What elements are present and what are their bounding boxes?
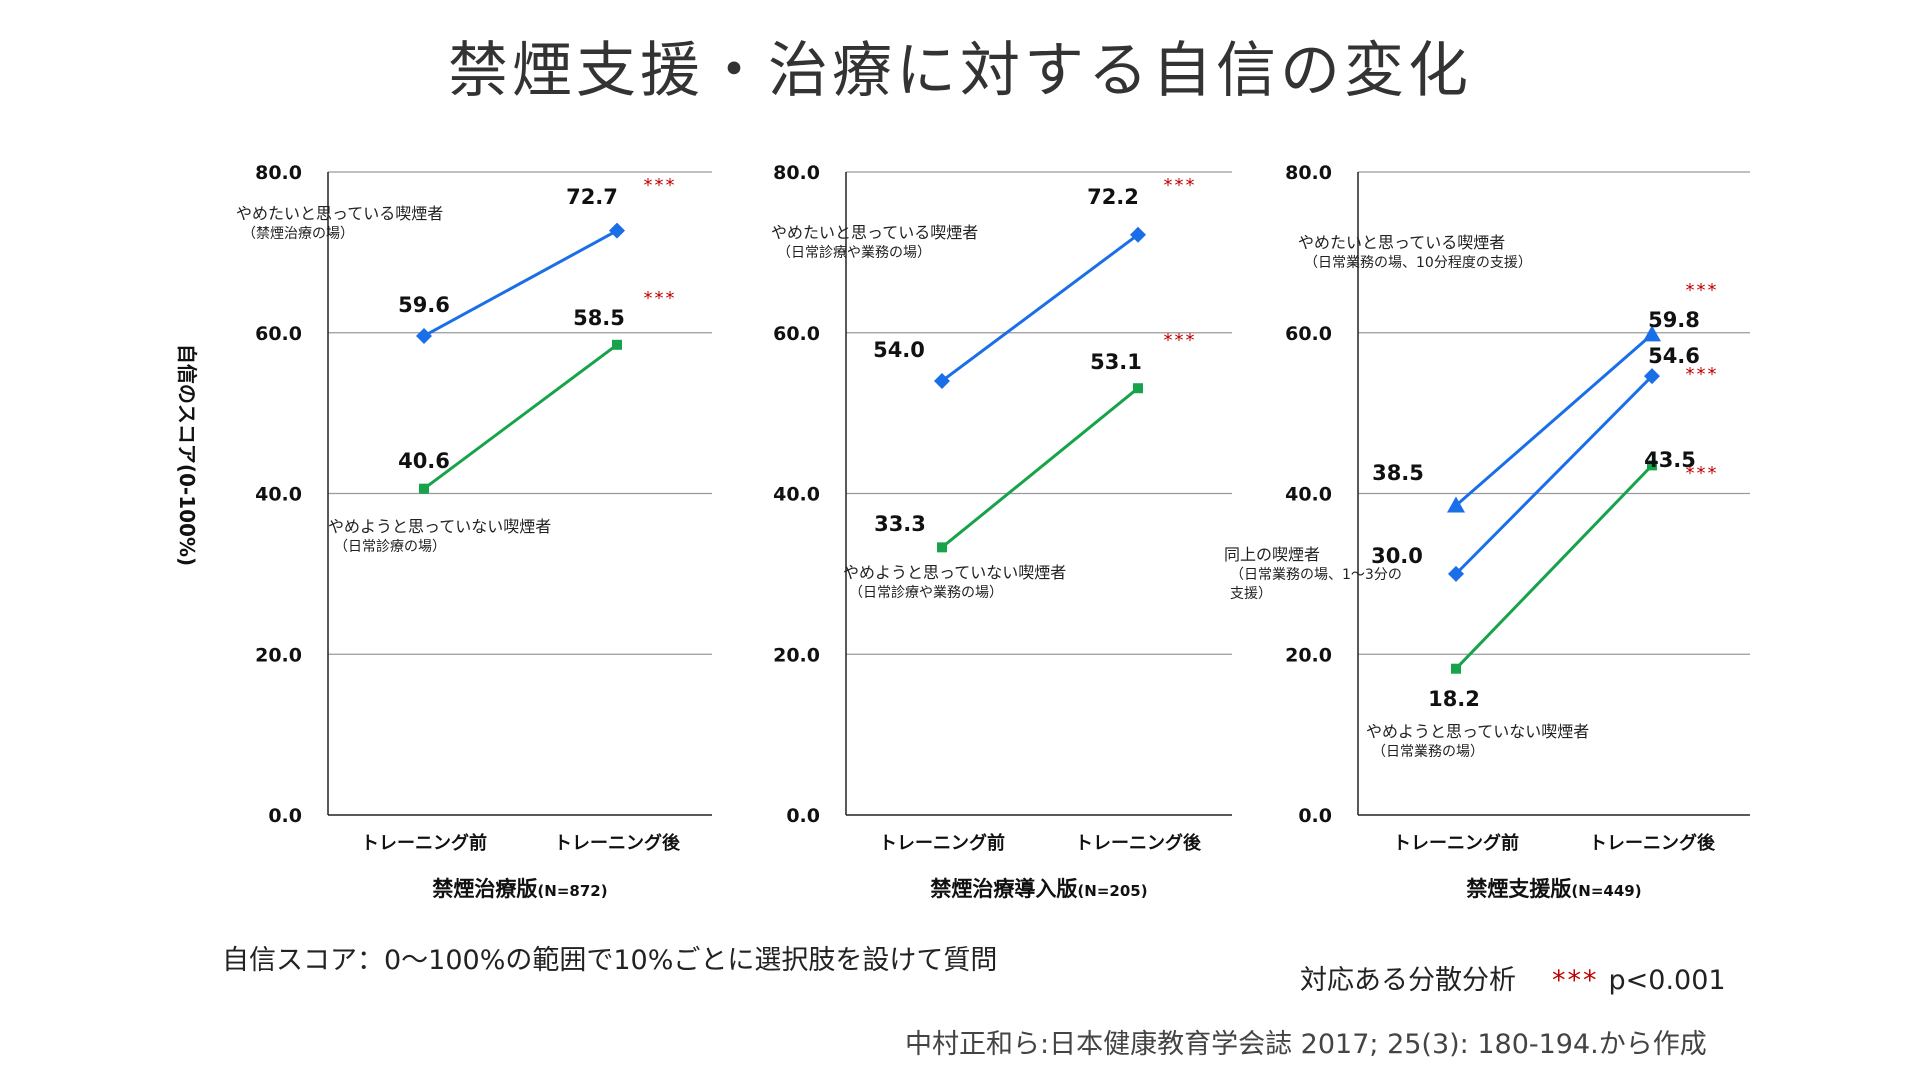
y-tick-label: 40.0	[1285, 484, 1332, 506]
y-axis-label: 自信のスコア(0-100%)	[175, 344, 199, 566]
chart-panel-1: 0.0 20.0 40.0 60.0 80.0 トレーニング前 トレーニング後禁煙治療版(N…	[236, 162, 712, 901]
chart-panel-3: 0.0 20.0 40.0 60.0 80.0 トレーニング前 トレーニング後禁煙支援版(N…	[1224, 162, 1750, 901]
series-annotation: （禁煙治療の場）	[242, 225, 354, 242]
data-point-triangle	[1447, 496, 1465, 513]
analysis-label: 対応ある分散分析	[1300, 965, 1516, 996]
slide-title: 禁煙支援・治療に対する自信の変化	[448, 36, 1472, 106]
series-line	[1454, 375, 1654, 575]
data-label: 18.2	[1428, 687, 1480, 711]
y-tick-label: 60.0	[1285, 323, 1332, 345]
series-line	[1455, 333, 1653, 507]
significance-marker: ***	[1164, 175, 1197, 196]
analysis-p-value: p<0.001	[1608, 965, 1726, 996]
data-point-diamond	[1448, 565, 1464, 582]
data-label: 33.3	[874, 512, 926, 536]
series-annotation: （日常診療の場）	[334, 538, 446, 555]
data-label: 54.6	[1648, 344, 1700, 368]
series-annotation: やめようと思っていない喫煙者	[843, 563, 1066, 582]
x-tick-label: トレーニング後	[1589, 832, 1716, 854]
series-annotation: やめようと思っていない喫煙者	[328, 517, 551, 536]
y-tick-label: 80.0	[255, 162, 302, 184]
y-tick-label: 20.0	[773, 644, 820, 666]
x-tick-label: トレーニング前	[361, 832, 487, 854]
data-point-diamond	[1130, 226, 1146, 243]
panel-title: 禁煙治療版(N=872)	[432, 877, 607, 901]
significance-marker: ***	[1686, 463, 1719, 484]
y-tick-label: 80.0	[1285, 162, 1332, 184]
data-point-square	[612, 339, 622, 350]
series-annotation: （日常診療や業務の場）	[849, 584, 1003, 601]
data-point-diamond	[1644, 368, 1660, 385]
significance-marker: ***	[1686, 364, 1719, 385]
significance-marker: ***	[1686, 280, 1719, 301]
series-annotation: やめたいと思っている喫煙者	[771, 223, 978, 242]
analysis-stars: ***	[1552, 965, 1599, 996]
data-label: 54.0	[873, 338, 925, 362]
series-annotation: （日常業務の場）	[1372, 744, 1484, 760]
data-point-square	[937, 542, 947, 553]
panel-title: 禁煙支援版(N=449)	[1466, 877, 1641, 901]
significance-marker: ***	[644, 175, 677, 196]
chart-panel-2: 0.0 20.0 40.0 60.0 80.0 トレーニング前 トレーニング後禁煙治療導入版…	[771, 162, 1232, 901]
significance-marker: ***	[1164, 330, 1197, 351]
series-line	[1454, 464, 1654, 670]
series-annotation: 支援）	[1230, 586, 1272, 602]
data-label: 30.0	[1371, 544, 1423, 568]
series-annotation: （日常診療や業務の場）	[777, 244, 931, 261]
panel-title-name: 禁煙治療版	[432, 877, 537, 901]
x-tick-label: トレーニング前	[1393, 832, 1519, 854]
y-tick-label: 80.0	[773, 162, 820, 184]
series-annotation: やめようと思っていない喫煙者	[1366, 722, 1589, 741]
data-label: 59.6	[398, 293, 450, 317]
series-annotation: （日常業務の場、1〜3分の	[1230, 567, 1402, 583]
significance-marker: ***	[644, 288, 677, 309]
method-note: 自信スコア：0〜100%の範囲で10%ごとに選択肢を設けて質問	[222, 945, 998, 976]
series-annotation: やめたいと思っている喫煙者	[1298, 233, 1505, 252]
data-label: 72.2	[1087, 185, 1139, 209]
data-label: 53.1	[1090, 350, 1142, 374]
y-tick-label: 60.0	[773, 323, 820, 345]
data-point-triangle	[1643, 325, 1661, 342]
panel-title-n: (N=872)	[537, 882, 607, 900]
x-tick-label: トレーニング前	[879, 832, 1005, 854]
data-label: 58.5	[573, 306, 625, 330]
series-line	[941, 387, 1139, 549]
x-tick-label: トレーニング後	[554, 832, 681, 854]
panel-title-name: 禁煙支援版	[1466, 877, 1571, 901]
y-tick-label: 60.0	[255, 323, 302, 345]
data-point-square	[1647, 460, 1657, 471]
data-point-diamond	[934, 372, 950, 389]
y-tick-label: 0.0	[1298, 805, 1332, 827]
series-line	[423, 343, 618, 490]
series-annotation: 同上の喫煙者	[1224, 545, 1320, 564]
y-tick-label: 20.0	[1285, 644, 1332, 666]
y-tick-label: 40.0	[773, 484, 820, 506]
y-tick-label: 40.0	[255, 484, 302, 506]
analysis-note: 対応ある分散分析 *** p<0.001	[1300, 958, 1726, 997]
panel-title-n: (N=449)	[1571, 882, 1641, 900]
data-point-square	[1451, 663, 1461, 674]
data-label: 40.6	[398, 449, 450, 473]
data-label: 72.7	[566, 185, 618, 209]
y-tick-label: 0.0	[786, 805, 820, 827]
data-label: 38.5	[1372, 461, 1424, 485]
data-label: 43.5	[1644, 448, 1696, 472]
source-note: 中村正和ら:日本健康教育学会誌 2017; 25(3): 180-194.から作…	[905, 1029, 1707, 1060]
data-point-diamond	[416, 327, 432, 344]
panel-title-name: 禁煙治療導入版	[930, 877, 1077, 901]
series-annotation: やめたいと思っている喫煙者	[236, 204, 443, 223]
series-line	[423, 229, 618, 338]
x-tick-label: トレーニング後	[1075, 832, 1202, 854]
data-label: 59.8	[1648, 308, 1700, 332]
panel-title-n: (N=205)	[1077, 882, 1147, 900]
data-point-square	[419, 483, 429, 494]
y-tick-label: 20.0	[255, 644, 302, 666]
data-point-diamond	[609, 222, 625, 239]
series-annotation: （日常業務の場、10分程度の支援）	[1304, 255, 1532, 271]
data-point-square	[1133, 383, 1143, 394]
series-line	[941, 233, 1139, 383]
panel-title: 禁煙治療導入版(N=205)	[930, 877, 1147, 901]
y-tick-label: 0.0	[268, 805, 302, 827]
